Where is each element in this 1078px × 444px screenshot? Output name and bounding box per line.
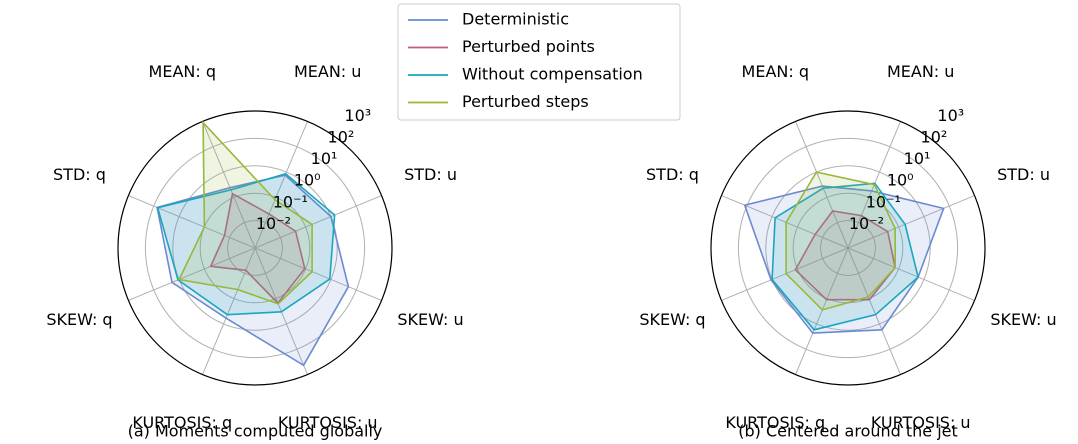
r-tick-label: 10²: [328, 127, 355, 146]
r-tick-label: 10²: [921, 127, 948, 146]
grid-circle: [227, 220, 283, 276]
legend: Deterministic Perturbed points Without com…: [397, 3, 681, 121]
radar-chart: 10⁻² 10⁻¹ 10⁰ 10¹ 10² 10³ MEAN: u STD: u SKEW: u…: [46, 62, 463, 441]
series-area: [209, 192, 306, 305]
category-label: KURTOSIS: q: [725, 413, 825, 432]
r-tick-label: 10⁻¹: [273, 192, 308, 211]
outer-frame: [710, 110, 986, 386]
r-tick-label: 10⁻²: [256, 214, 291, 233]
chart-caption: (b) Centered around the jet: [738, 422, 958, 441]
category-label: MEAN: u: [887, 62, 954, 81]
category-label: MEAN: q: [149, 62, 216, 81]
series-area: [156, 172, 336, 316]
spoke: [847, 247, 901, 375]
legend-label: Perturbed steps: [462, 92, 589, 111]
category-label: SKEW: u: [397, 310, 463, 329]
r-tick-label: 10³: [344, 106, 371, 125]
series-area: [743, 185, 945, 334]
series-area: [177, 120, 313, 305]
category-label: MEAN: q: [742, 62, 809, 81]
chart-caption: (a) Moments computed globally: [128, 422, 383, 441]
spoke: [847, 247, 975, 301]
r-tick-label: 10⁻²: [849, 214, 884, 233]
category-label: STD: q: [646, 165, 699, 184]
spoke: [202, 121, 256, 249]
grid-circle: [765, 165, 931, 331]
r-tick-label: 10¹: [904, 149, 931, 168]
legend-label: Deterministic: [462, 10, 569, 29]
category-label: KURTOSIS: q: [132, 413, 232, 432]
spoke: [128, 247, 256, 301]
grid-circle: [737, 137, 959, 359]
legend-label: Without compensation: [462, 65, 643, 84]
category-label: SKEW: q: [639, 310, 705, 329]
spoke: [254, 121, 308, 249]
r-tick-label: 10³: [937, 106, 964, 125]
spoke: [254, 247, 382, 301]
category-label: STD: u: [404, 165, 457, 184]
category-label: KURTOSIS: u: [278, 413, 378, 432]
category-label: KURTOSIS: u: [871, 413, 971, 432]
r-tick-label: 10⁰: [887, 171, 914, 190]
spoke: [254, 195, 382, 249]
category-label: MEAN: u: [294, 62, 361, 81]
category-label: STD: q: [53, 165, 106, 184]
spoke: [795, 247, 849, 375]
r-tick-label: 10¹: [311, 149, 338, 168]
spoke: [721, 195, 849, 249]
grid-circle: [820, 220, 876, 276]
category-label: SKEW: q: [46, 310, 112, 329]
spoke: [847, 195, 975, 249]
category-label: SKEW: u: [990, 310, 1056, 329]
category-label: STD: u: [997, 165, 1050, 184]
r-tick-label: 10⁰: [294, 171, 321, 190]
grid-circle: [199, 192, 311, 304]
spoke: [795, 121, 849, 249]
spoke: [202, 247, 256, 375]
outer-frame: [117, 110, 393, 386]
spoke: [128, 195, 256, 249]
grid-circle: [144, 137, 366, 359]
series-area: [785, 171, 897, 311]
grid-circle: [172, 165, 338, 331]
series-area: [794, 210, 897, 301]
legend-frame: [397, 3, 681, 121]
r-tick-label: 10⁻¹: [866, 192, 901, 211]
spoke: [721, 247, 849, 301]
series-area: [771, 182, 919, 331]
radar-chart: 10⁻² 10⁻¹ 10⁰ 10¹ 10² 10³ MEAN: u STD: u SKEW: u…: [639, 62, 1056, 441]
legend-label: Perturbed points: [462, 37, 595, 56]
